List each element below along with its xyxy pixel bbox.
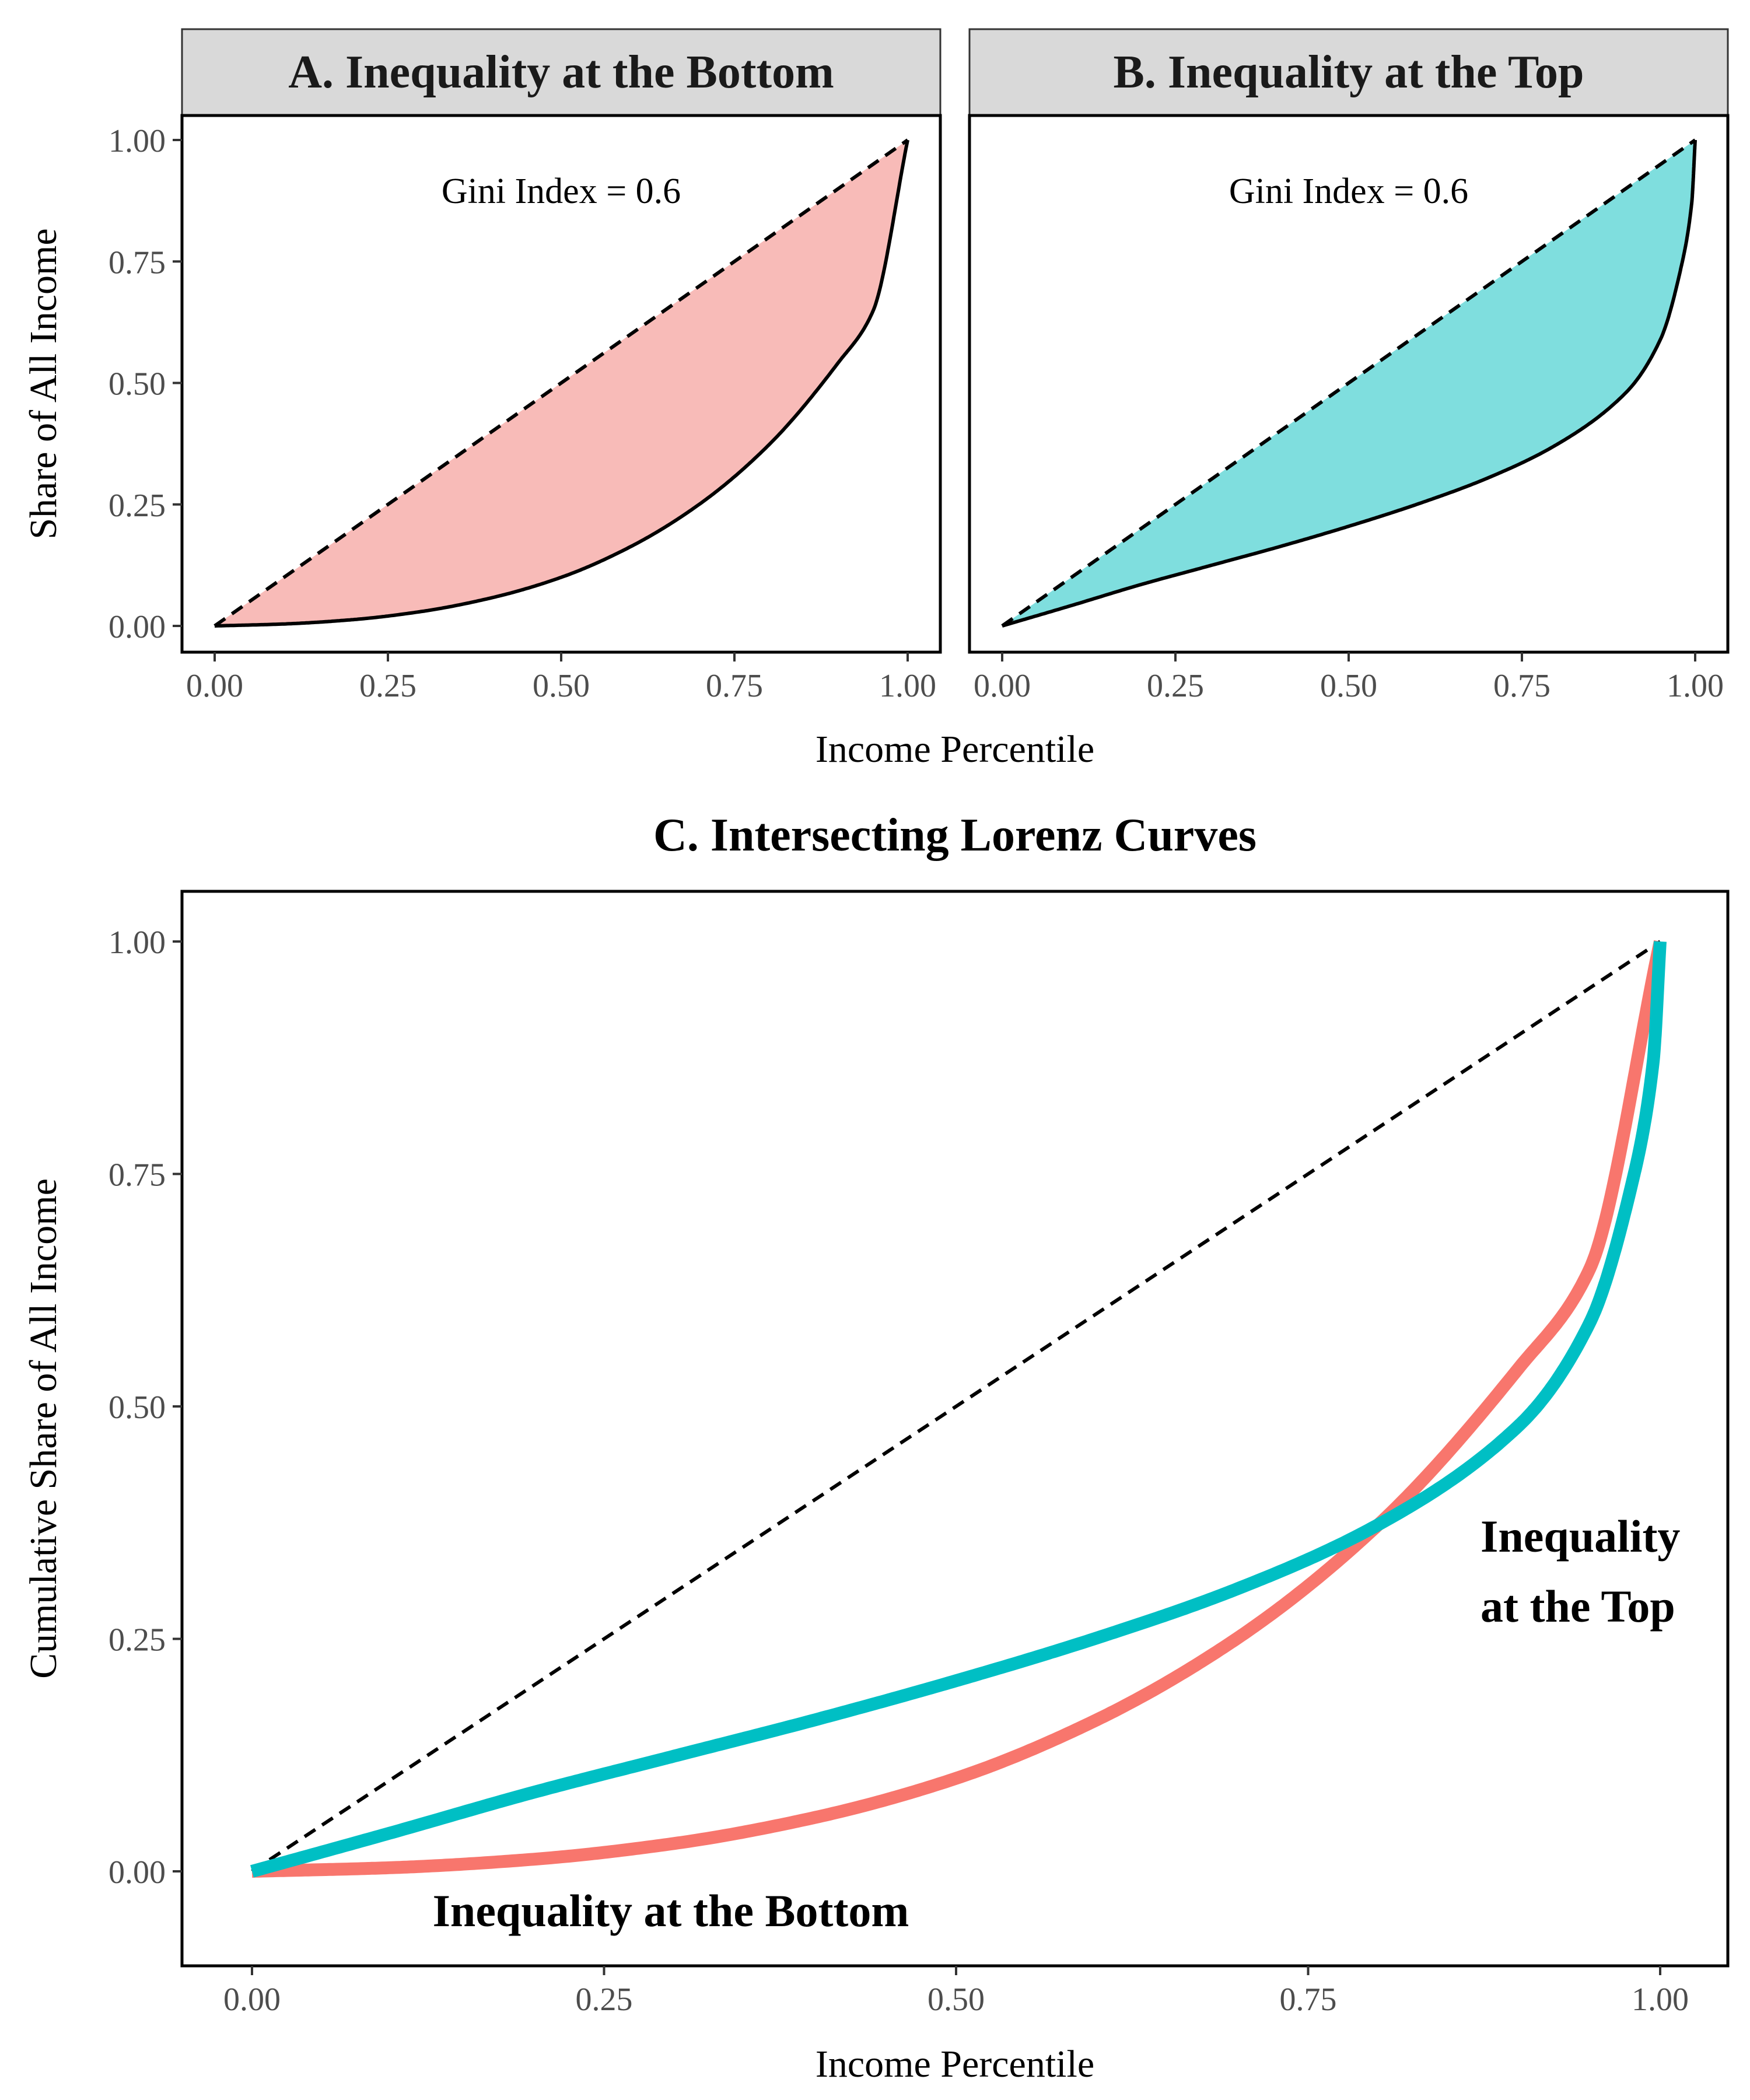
panel-c-plot-area — [182, 891, 1728, 1966]
y-tick-label: 0.75 — [108, 1157, 166, 1194]
panel-a: A. Inequality at the Bottom Gini Index =… — [108, 28, 942, 704]
x-tick-label: 0.25 — [576, 1982, 633, 2018]
x-tick-label: 0.75 — [1280, 1982, 1337, 2018]
y-tick-label: 0.75 — [108, 244, 166, 281]
y-tick-label: 1.00 — [108, 925, 166, 961]
panel-a-gini-annotation: Gini Index = 0.6 — [442, 172, 681, 211]
panel-c-curve-bottom — [249, 940, 1667, 1878]
y-tick-label: 0.00 — [108, 1854, 166, 1891]
panel-c: C. Intersecting Lorenz Curves Inequality… — [22, 810, 1730, 2085]
x-tick-label: 1.00 — [879, 668, 936, 704]
panel-c-x-axis-title: Income Percentile — [816, 2043, 1094, 2085]
panel-c-annotation-top-line2: at the Top — [1480, 1581, 1675, 1632]
y-tick-label: 0.25 — [108, 1622, 166, 1658]
x-tick-label: 0.50 — [533, 668, 590, 704]
panel-a-title: A. Inequality at the Bottom — [288, 47, 834, 98]
panel-b-lorenz-curve — [1002, 139, 1697, 628]
x-tick-label: 0.75 — [1493, 668, 1550, 704]
panel-c-y-axis-title: Cumulative Share of All Income — [22, 1178, 65, 1679]
x-tick-label: 0.75 — [706, 668, 763, 704]
x-tick-label: 1.00 — [1632, 1982, 1689, 2018]
panel-c-title: C. Intersecting Lorenz Curves — [653, 810, 1256, 861]
panel-b-title: B. Inequality at the Top — [1114, 47, 1584, 98]
panel-c-annotation-top-line1: Inequality — [1480, 1511, 1680, 1562]
x-tick-label: 1.00 — [1667, 668, 1724, 704]
y-tick-label: 0.50 — [108, 366, 166, 402]
x-tick-label: 0.25 — [1147, 668, 1204, 704]
x-tick-label: 0.00 — [186, 668, 243, 704]
panel-a-strip — [181, 28, 942, 117]
panel-b-gini-annotation: Gini Index = 0.6 — [1229, 172, 1468, 211]
panel-c-equality-line — [251, 940, 1661, 1873]
panel-b: B. Inequality at the Top Gini Index = 0.… — [968, 28, 1730, 704]
panel-c-curve-top — [249, 938, 1667, 1878]
y-tick-label: 0.00 — [108, 609, 166, 645]
y-tick-label: 1.00 — [108, 123, 166, 159]
top-x-axis-title: Income Percentile — [816, 728, 1094, 771]
panel-b-equality-line — [1001, 138, 1696, 628]
x-tick-label: 0.50 — [928, 1982, 985, 2018]
panel-a-lorenz-curve — [214, 139, 909, 628]
panel-c-annotation-bottom: Inequality at the Bottom — [433, 1885, 909, 1936]
y-tick-label: 0.25 — [108, 488, 166, 524]
panel-b-strip — [968, 28, 1729, 117]
y-tick-label: 0.50 — [108, 1390, 166, 1426]
x-tick-label: 0.25 — [359, 668, 416, 704]
x-tick-label: 0.00 — [974, 668, 1031, 704]
x-tick-label: 0.50 — [1320, 668, 1377, 704]
x-tick-label: 0.00 — [223, 1982, 281, 2018]
panel-a-equality-line — [214, 138, 909, 628]
top-y-axis-title: Share of All Income — [22, 228, 65, 539]
